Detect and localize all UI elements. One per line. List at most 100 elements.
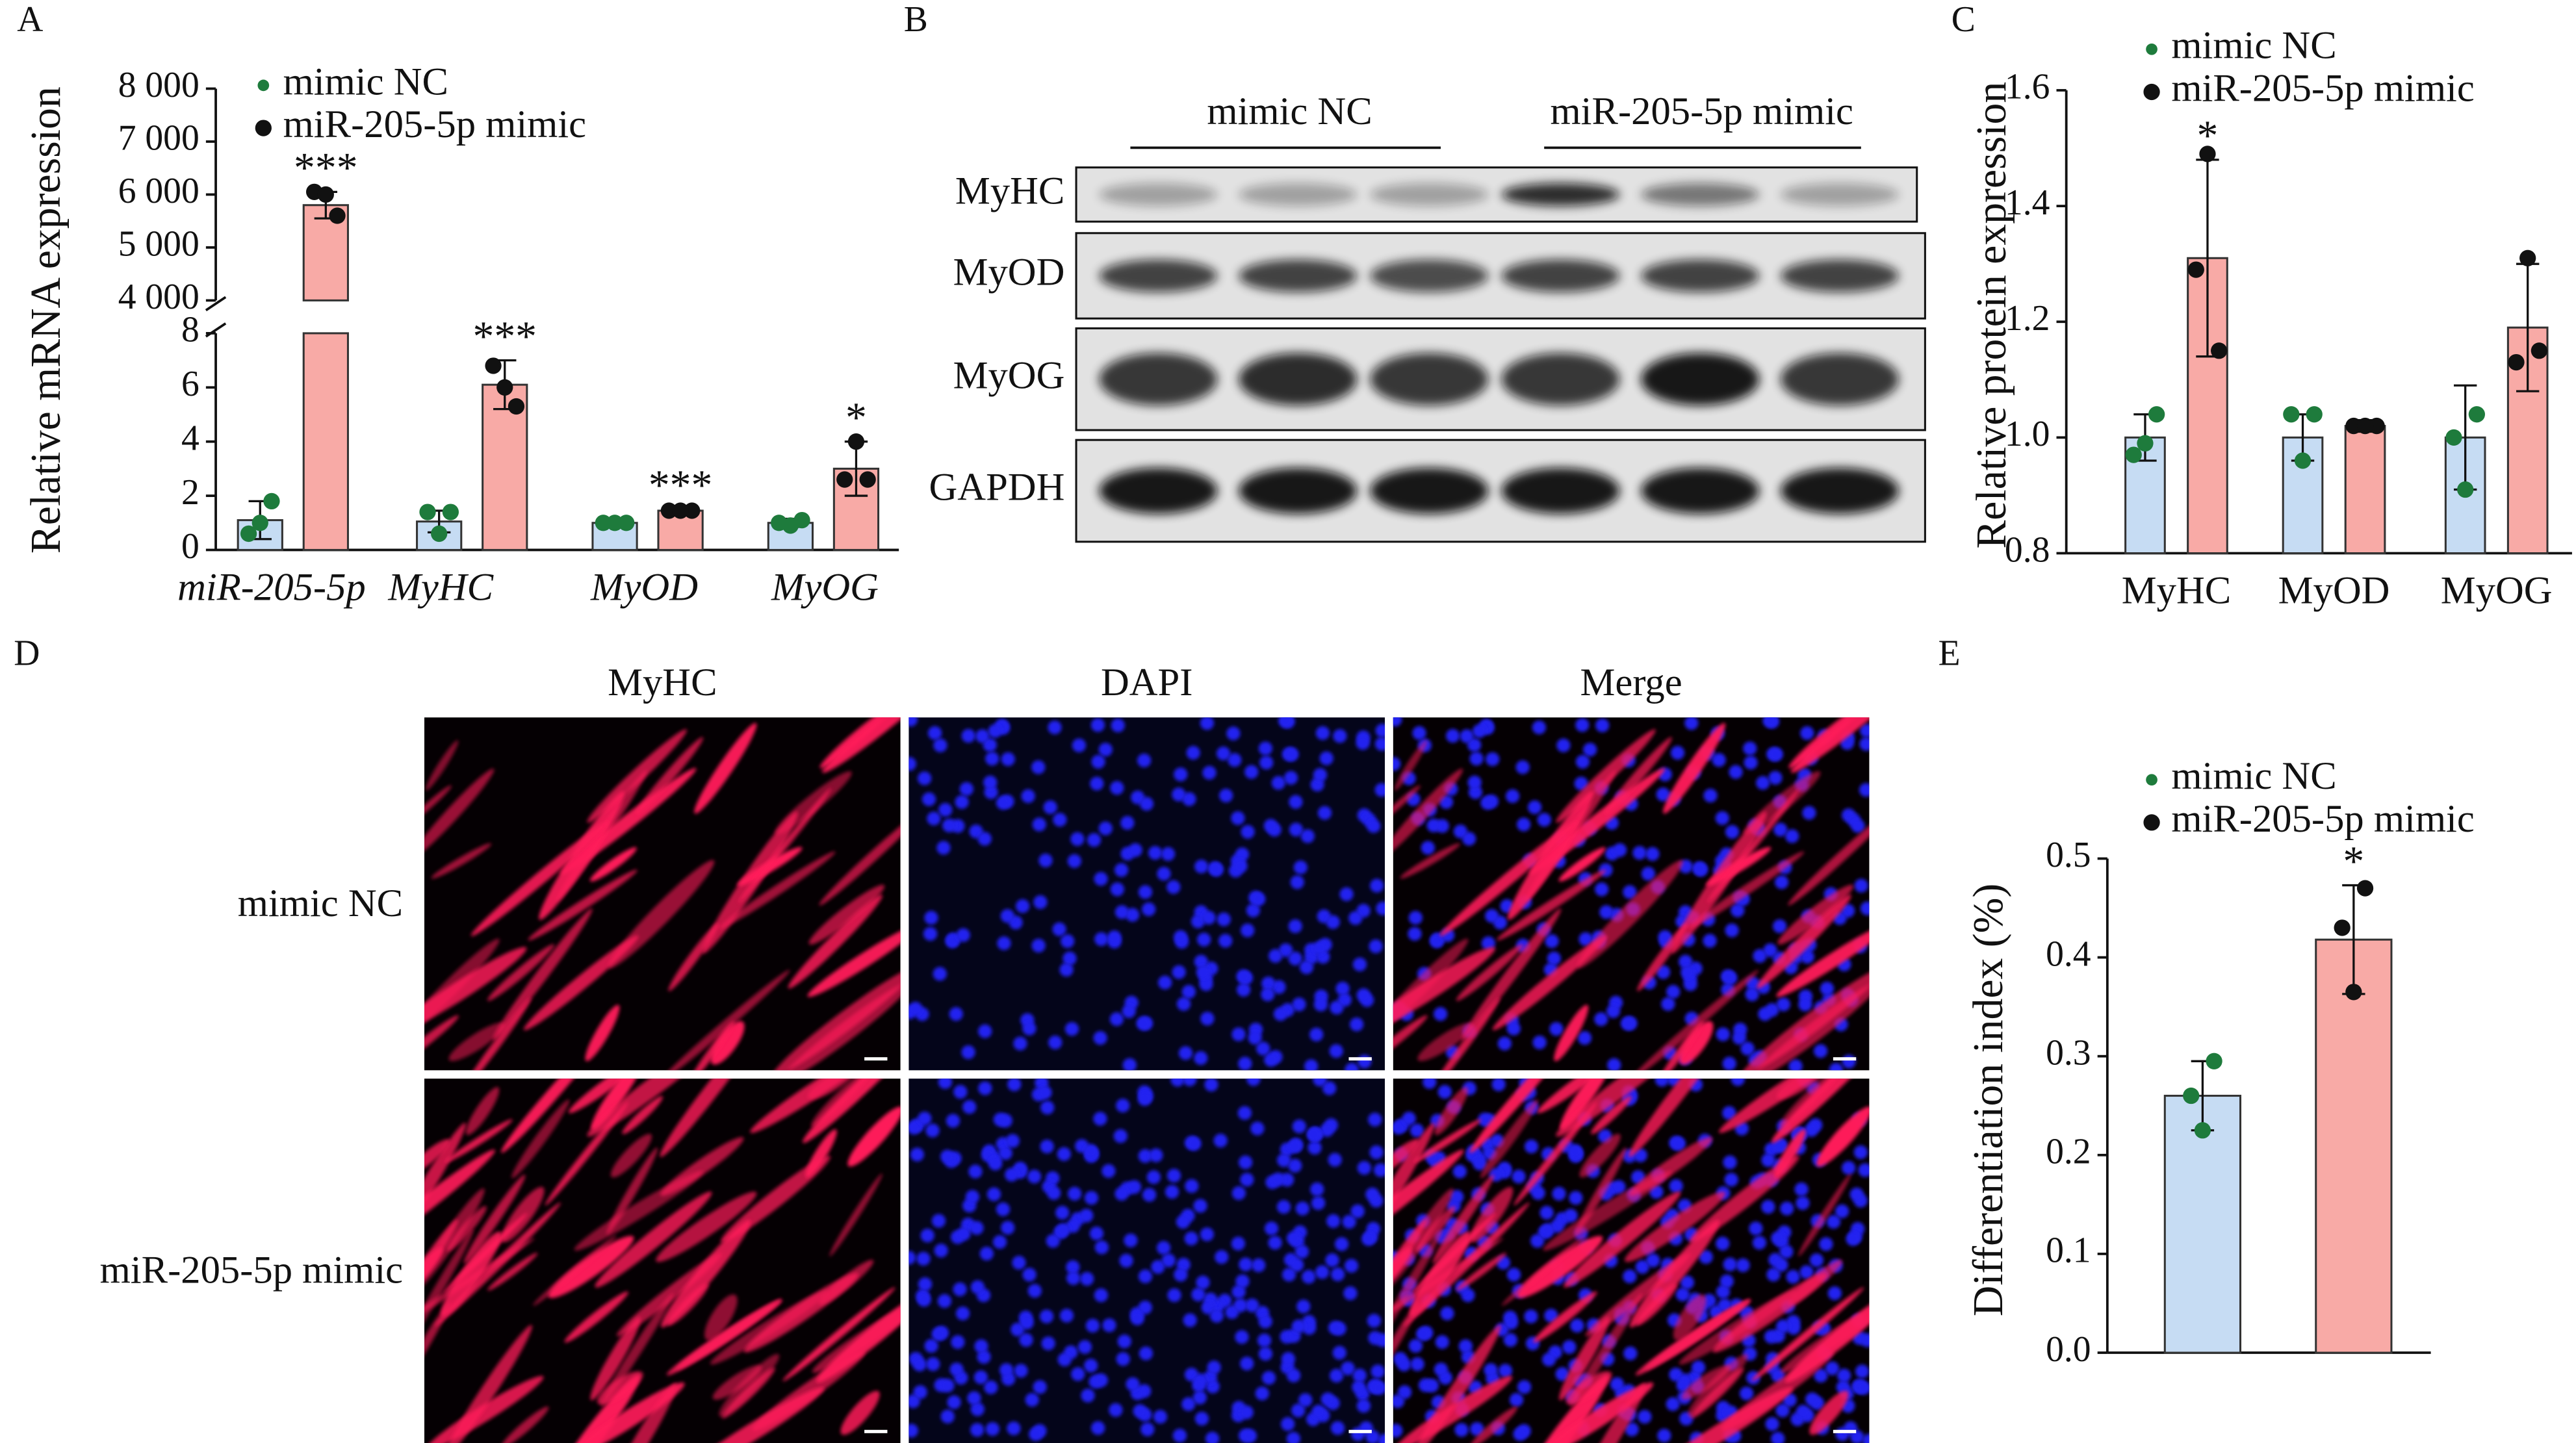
data-point (2368, 417, 2385, 435)
significance-label: * (2343, 837, 2364, 885)
nucleus (1202, 910, 1216, 925)
data-point (2187, 261, 2204, 278)
nucleus (1469, 752, 1484, 766)
nucleus (1426, 818, 1441, 833)
nucleus (1804, 1123, 1819, 1137)
nucleus (1583, 743, 1597, 757)
myotube (1393, 1229, 1443, 1349)
nucleus (1473, 1156, 1487, 1171)
nucleus (1335, 981, 1350, 996)
data-point (485, 357, 502, 374)
nucleus (938, 1079, 953, 1090)
myotube (1757, 894, 1851, 989)
nucleus (1258, 741, 1273, 756)
nucleus (1819, 1237, 1833, 1251)
nucleus (1794, 1182, 1809, 1197)
nucleus (1692, 861, 1707, 876)
nucleus (1116, 1352, 1130, 1366)
nucleus (1539, 1205, 1554, 1220)
nucleus (993, 1112, 1007, 1127)
myotube (1456, 944, 1523, 1001)
y-tick-label: 4 000 (118, 277, 200, 317)
nucleus (1372, 1381, 1385, 1395)
myotube (600, 1293, 674, 1407)
myotube (1688, 851, 1805, 929)
myotube (501, 1079, 605, 1153)
nucleus (953, 1084, 968, 1099)
nucleus (1066, 1260, 1080, 1274)
nucleus (1271, 1172, 1285, 1186)
legend-label: mimic NC (2171, 754, 2336, 798)
myotube (1577, 860, 1684, 969)
nucleus (1197, 932, 1211, 947)
nucleus (1681, 965, 1695, 979)
blot-band (1641, 183, 1760, 207)
y-tick-label: 1.2 (2005, 298, 2050, 338)
nucleus (934, 1244, 948, 1258)
data-point (2531, 342, 2548, 359)
nucleus (984, 1380, 998, 1394)
nucleus (1509, 1392, 1524, 1407)
significance-label: * (2197, 112, 2219, 160)
nucleus (1166, 1168, 1181, 1183)
nucleus (1423, 1079, 1437, 1090)
y-tick-label: 5 000 (118, 224, 200, 264)
nucleus (1736, 1258, 1750, 1273)
data-point (2125, 446, 2142, 463)
nucleus (1669, 1179, 1683, 1194)
myotube (1751, 1287, 1864, 1382)
nucleus (974, 1339, 988, 1353)
y-axis-title: Differentiation index (%) (1964, 884, 2012, 1316)
y-tick-label: 1.6 (2005, 67, 2050, 107)
nucleus (1620, 1016, 1635, 1030)
myotube (847, 1106, 901, 1167)
nucleus (1375, 723, 1385, 738)
nucleus (1339, 887, 1354, 901)
nucleus (1775, 875, 1789, 889)
nucleus (1055, 1205, 1070, 1220)
nucleus (1085, 1318, 1100, 1333)
nucleus (1312, 941, 1327, 955)
blot-band (1781, 259, 1899, 292)
myotube (1658, 1021, 1704, 1071)
nucleus (1291, 1403, 1306, 1418)
myotube (610, 1134, 652, 1178)
nucleus (908, 1001, 923, 1016)
myotube (1679, 1021, 1714, 1065)
nucleus (916, 1251, 931, 1266)
nucleus (1537, 813, 1551, 827)
nucleus (1542, 1352, 1556, 1367)
nucleus (998, 1146, 1012, 1160)
micrograph (1393, 1079, 1870, 1443)
myotube (1411, 1325, 1501, 1443)
nucleus (1371, 1364, 1385, 1379)
nucleus (1402, 1112, 1416, 1126)
y-tick-label: 6 000 (118, 171, 200, 211)
nucleus (1048, 1035, 1063, 1050)
nucleus (1114, 863, 1129, 877)
myotube (1537, 1079, 1620, 1114)
nucleus (1110, 882, 1124, 897)
nucleus (1718, 1298, 1732, 1312)
nucleus (1235, 1330, 1249, 1344)
nucleus (1765, 1417, 1779, 1431)
nucleus (1805, 1392, 1820, 1407)
nucleus (956, 928, 970, 942)
nucleus (1547, 951, 1561, 965)
nucleus (1680, 1275, 1695, 1290)
myotube (465, 1087, 500, 1136)
nucleus (1185, 1179, 1199, 1194)
blot-band (1781, 183, 1899, 207)
panel-label: B (904, 0, 928, 40)
nucleus (951, 1335, 965, 1349)
nucleus (1022, 1021, 1037, 1036)
nucleus (1241, 824, 1255, 839)
nucleus (1332, 1346, 1346, 1360)
nucleus (978, 1081, 992, 1095)
nucleus (1513, 1427, 1527, 1441)
myotube (424, 785, 452, 825)
data-point (2334, 919, 2351, 936)
data-point (442, 504, 459, 520)
nucleus (1302, 1321, 1317, 1335)
nucleus (1606, 1004, 1621, 1019)
